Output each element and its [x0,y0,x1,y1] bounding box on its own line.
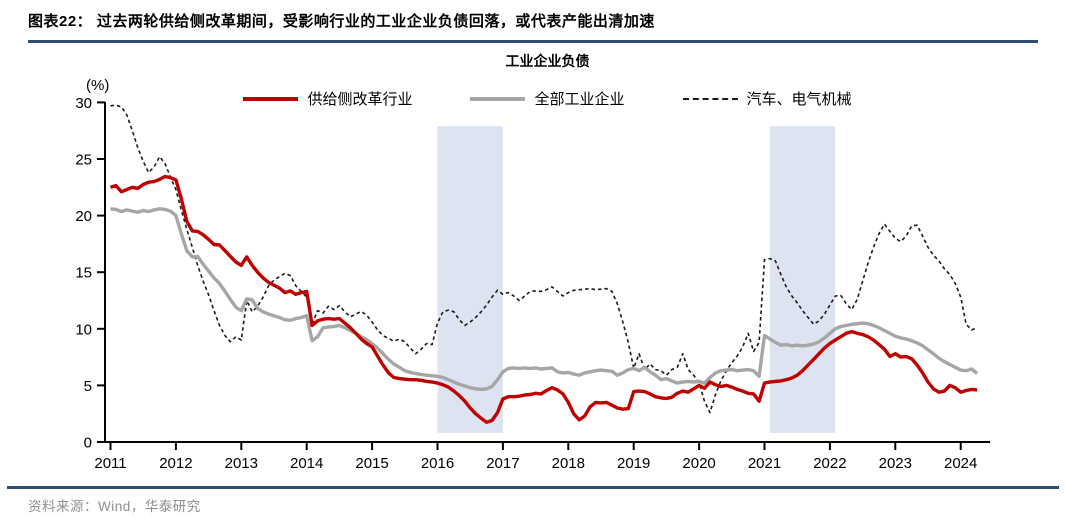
legend-label: 全部工业企业 [534,91,625,108]
legend-item-auto-electrical: 汽车、电气机械 [682,88,852,109]
gray-line-swatch [470,96,526,101]
x-tick-label: 2017 [486,455,519,472]
y-axis-unit-label: (%) [86,77,109,94]
x-tick-label: 2018 [552,455,585,472]
x-tick-label: 2019 [617,455,650,472]
series-line-auto-electrical [110,104,978,414]
chart-legend: 供给侧改革行业 全部工业企业 汽车、电气机械 [105,88,990,109]
reform-period-band-2 [769,126,836,433]
x-tick-label: 2021 [748,455,781,472]
y-tick-label: 5 [84,378,92,395]
x-tick-label: 2011 [94,455,126,472]
y-tick-label: 10 [75,321,92,338]
x-tick-label: 2023 [879,455,912,472]
y-tick-label: 0 [84,435,92,452]
y-tick-label: 30 [75,95,92,112]
legend-label: 供给侧改革行业 [307,91,413,108]
x-tick-label: 2022 [813,455,846,472]
x-tick-label: 2015 [355,455,388,472]
series-line-supply-side-reform [109,174,978,424]
legend-item-supply-side-reform: 供给侧改革行业 [243,88,412,109]
x-tick-label: 2014 [290,455,323,472]
y-tick-label: 15 [75,265,92,282]
title-divider [28,40,1038,43]
chart-title: 工业企业负债 [505,53,590,69]
reform-period-band-1 [437,126,503,433]
dashed-line-swatch [682,97,738,100]
y-tick-label: 25 [75,152,92,169]
x-tick-label: 2012 [159,455,192,472]
x-tick-label: 2016 [421,455,454,472]
x-tick-label: 2020 [682,455,715,472]
footer-divider [7,486,1059,489]
legend-label: 汽车、电气机械 [746,91,852,108]
figure-title: 图表22： 过去两轮供给侧改革期间，受影响行业的工业企业负债回落，或代表产能出清… [28,13,655,30]
source-note: 资料来源：Wind，华泰研究 [28,499,201,514]
y-tick-label: 20 [75,208,92,225]
legend-item-all-industrial: 全部工业企业 [470,88,625,109]
series-line-all-industrial [110,207,979,392]
x-tick-label: 2013 [225,455,258,472]
red-line-swatch [243,96,299,101]
x-tick-label: 2024 [944,455,977,472]
